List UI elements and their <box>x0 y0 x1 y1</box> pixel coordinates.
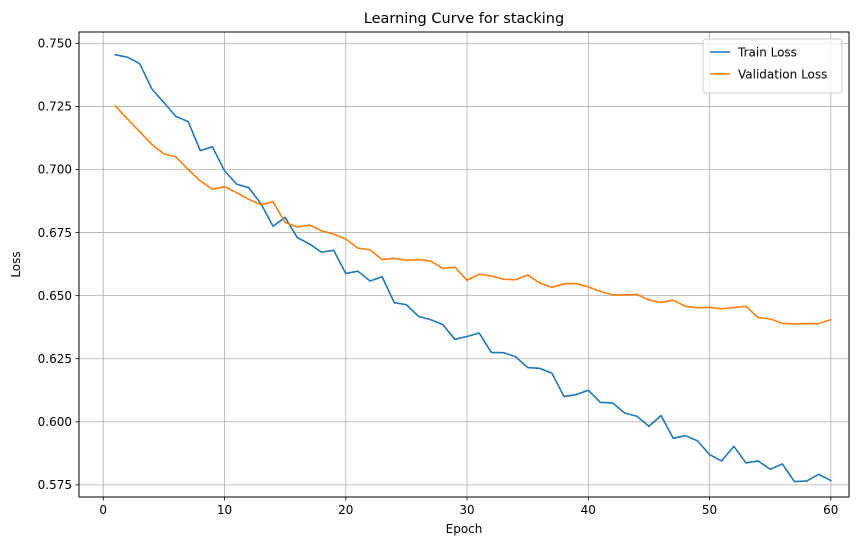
legend: Train Loss Validation Loss <box>702 38 843 94</box>
series-line-train-loss <box>114 53 832 483</box>
y-tick-label: 0.625 <box>38 352 72 366</box>
x-tick-label: 0 <box>99 503 107 517</box>
y-tick-label: 0.750 <box>38 37 72 51</box>
series-line-validation-loss <box>114 104 832 325</box>
x-tick-label: 40 <box>581 503 596 517</box>
y-tick-label: 0.650 <box>38 289 72 303</box>
x-tick-label: 50 <box>702 503 717 517</box>
y-tick-label: 0.575 <box>38 478 72 492</box>
x-tick-label: 60 <box>823 503 838 517</box>
x-axis-ticks: 0 10 20 30 40 50 60 <box>99 497 838 517</box>
y-axis-label: Loss <box>9 251 23 277</box>
x-axis-label: Epoch <box>446 522 483 536</box>
plot-frame <box>78 31 850 498</box>
y-axis-ticks: 0.575 0.600 0.625 0.650 0.675 0.700 0.725 0.750 <box>38 37 79 492</box>
x-tick-label: 30 <box>459 503 474 517</box>
x-tick-label: 10 <box>217 503 232 517</box>
series-lines <box>114 53 832 483</box>
y-tick-label: 0.675 <box>38 226 72 240</box>
x-tick-label: 20 <box>338 503 353 517</box>
legend-validation-loss-label: Validation Loss <box>738 68 827 82</box>
y-tick-label: 0.700 <box>38 163 72 177</box>
grid <box>79 32 849 497</box>
y-tick-label: 0.725 <box>38 100 72 114</box>
chart-title: Learning Curve for stacking <box>364 11 564 27</box>
y-tick-label: 0.600 <box>38 415 72 429</box>
legend-train-loss-label: Train Loss <box>737 46 797 60</box>
legend-box <box>702 38 843 94</box>
